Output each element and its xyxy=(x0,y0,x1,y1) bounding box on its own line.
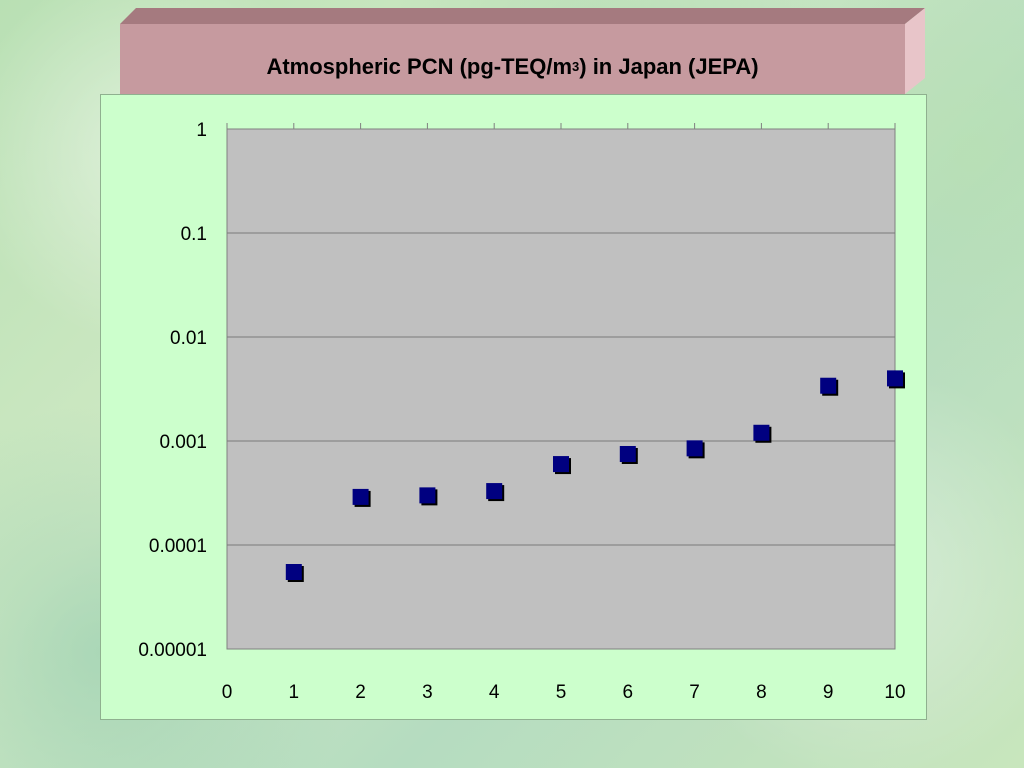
x-tick-label: 4 xyxy=(489,682,500,703)
data-point xyxy=(686,440,705,459)
x-tick-label: 0 xyxy=(222,682,233,703)
title-box-shape xyxy=(120,8,925,94)
data-point xyxy=(486,483,505,502)
x-tick-label: 10 xyxy=(884,682,905,703)
y-tick-label: 0.01 xyxy=(170,328,207,349)
slide-title-tail: ) in Japan (JEPA) xyxy=(579,54,759,79)
title-box-top-face xyxy=(120,8,925,24)
data-point xyxy=(285,564,304,583)
x-axis-tick-marks xyxy=(226,123,896,129)
data-point xyxy=(820,377,839,396)
x-axis-labels: 0 1 2 3 4 5 6 7 8 9 10 xyxy=(222,682,906,703)
x-tick-label: 5 xyxy=(556,682,567,703)
x-tick-label: 8 xyxy=(756,682,767,703)
slide-title: Atmospheric PCN (pg-TEQ/m 3) in Japan (JE… xyxy=(266,54,759,79)
y-tick-label: 0.0001 xyxy=(149,536,207,557)
title-box-side-face xyxy=(905,8,925,94)
x-tick-label: 7 xyxy=(689,682,700,703)
data-point xyxy=(553,456,571,475)
data-point-marker xyxy=(419,487,436,504)
x-tick-label: 9 xyxy=(823,682,834,703)
data-point xyxy=(352,488,371,507)
slide-title-main: Atmospheric PCN (pg-TEQ/m xyxy=(266,54,573,79)
plot-area xyxy=(226,128,896,650)
data-point-marker xyxy=(285,564,302,581)
y-tick-label: 0.001 xyxy=(159,432,207,453)
title-box-front-face xyxy=(120,24,905,94)
data-point-marker xyxy=(686,440,703,457)
y-tick-label: 0.1 xyxy=(181,224,207,245)
data-point-marker xyxy=(820,377,837,394)
x-tick-label: 6 xyxy=(623,682,634,703)
data-point xyxy=(887,370,905,389)
x-tick-label: 3 xyxy=(422,682,433,703)
data-point-marker xyxy=(753,424,770,441)
y-tick-label: 1 xyxy=(196,120,207,141)
data-point-marker xyxy=(619,445,636,462)
data-point-marker xyxy=(486,483,503,500)
slide-title-box: Atmospheric PCN (pg-TEQ/m 3) in Japan (JE… xyxy=(120,8,925,94)
data-point-marker xyxy=(887,370,903,387)
x-tick-label: 1 xyxy=(289,682,300,703)
data-point xyxy=(619,445,638,464)
x-tick-label: 2 xyxy=(355,682,366,703)
data-point-marker xyxy=(553,456,569,473)
grid-lines xyxy=(227,232,895,546)
y-axis-labels: 1 0.1 0.01 0.001 0.0001 0.00001 xyxy=(138,120,207,661)
data-point xyxy=(419,487,438,506)
y-tick-label: 0.00001 xyxy=(138,640,207,661)
scatter-chart: 1 0.1 0.01 0.001 0.0001 0.00001 0 1 2 3 4 5 6 7 8 9 10 xyxy=(138,120,906,703)
data-point xyxy=(753,424,772,443)
chart-panel: 1 0.1 0.01 0.001 0.0001 0.00001 0 1 2 3 4 5 6 7 8 9 10 xyxy=(100,94,927,720)
data-points xyxy=(285,370,905,583)
data-point-marker xyxy=(352,488,369,505)
